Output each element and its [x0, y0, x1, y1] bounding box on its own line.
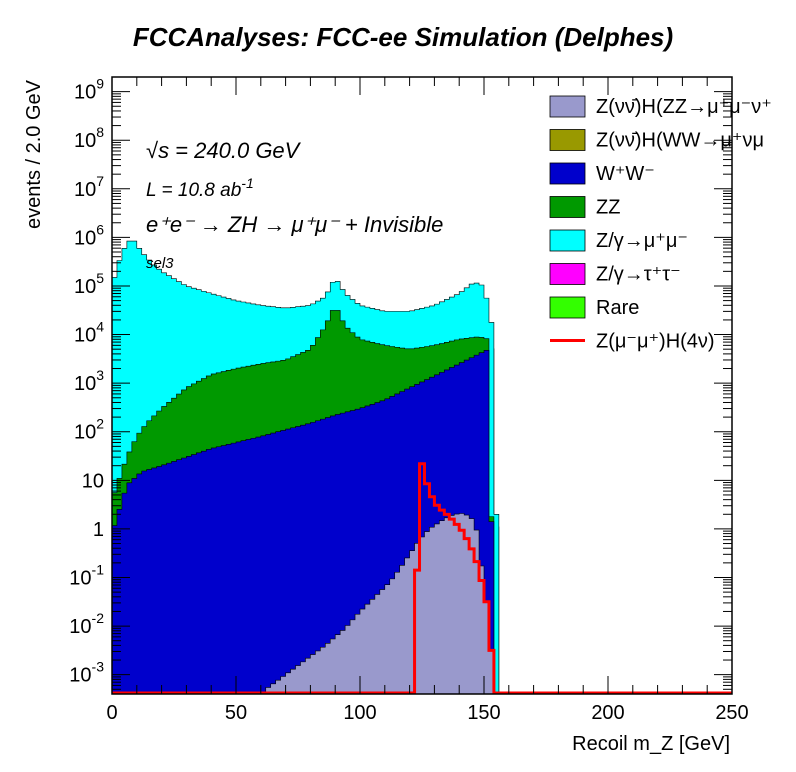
chart-title: FCCAnalyses: FCC-ee Simulation (Delphes) [133, 22, 673, 52]
legend-label: Z/γ→τ⁺τ⁻ [596, 264, 681, 286]
signal-area [112, 462, 732, 694]
y-tick-label: 10 [82, 470, 104, 492]
x-tick-label: 50 [225, 702, 247, 724]
y-tick-label: 107 [74, 173, 104, 201]
process-annotation: e⁺e⁻ → ZH → μ⁺μ⁻ + Invisible [146, 212, 443, 237]
legend-label: W⁺W⁻ [596, 163, 655, 185]
y-tick-label: 10-2 [69, 610, 104, 638]
lumi-annotation: L = 10.8 ab-1 [146, 175, 254, 201]
selection-annotation: sel3 [146, 255, 174, 272]
y-tick-label: 102 [74, 416, 104, 444]
x-tick-label: 0 [106, 702, 117, 724]
y-tick-label: 106 [74, 221, 104, 249]
signal-line [112, 462, 732, 694]
legend-swatch [549, 196, 586, 218]
legend-swatch [549, 129, 586, 151]
x-tick-label: 250 [715, 702, 748, 724]
legend-swatch [549, 263, 586, 285]
legend-label: Rare [596, 297, 639, 319]
legend-label: ZZ [596, 197, 620, 219]
x-axis-label: Recoil m_Z [GeV] [572, 733, 730, 755]
y-tick-label: 105 [74, 270, 104, 298]
x-tick-label: 150 [467, 702, 500, 724]
y-tick-label: 103 [74, 367, 104, 395]
y-tick-label: 10-3 [69, 659, 104, 687]
legend-label: Z(νν̄)H(WW→μ⁺νμ [596, 130, 764, 152]
y-tick-label: 104 [74, 319, 104, 347]
legend: Z(νν̄)H(ZZ→μ⁺μ⁻ν⁺ Z(νν̄)H(WW→μ⁺νμ W⁺W⁻ ZZ Z/… [549, 95, 772, 353]
histogram-area [112, 240, 732, 694]
sqrt-s-annotation: √s = 240.0 GeV [146, 138, 302, 163]
y-axis-label: events / 2.0 GeV [23, 79, 45, 229]
x-tick-label: 200 [591, 702, 624, 724]
legend-label: Z(μ⁻μ⁺)H(4ν) [596, 331, 715, 353]
legend-swatch [549, 95, 586, 118]
y-tick-label: 10-1 [69, 561, 104, 589]
series-area [112, 513, 732, 694]
y-axis: 10-3 10-2 10-1 1 10 102 103 104 105 106 107 108 109 [69, 76, 732, 695]
y-tick-label: 109 [74, 76, 104, 104]
legend-label: Z/γ→μ⁺μ⁻ [596, 230, 688, 252]
legend-label: Z(νν̄)H(ZZ→μ⁺μ⁻ν⁺ [596, 96, 772, 118]
legend-swatch [549, 162, 586, 185]
legend-swatch [549, 229, 586, 252]
legend-swatch [549, 296, 586, 319]
y-tick-label: 108 [74, 124, 104, 152]
series-area [112, 350, 732, 694]
y-tick-label: 1 [93, 519, 104, 541]
x-tick-label: 100 [343, 702, 376, 724]
